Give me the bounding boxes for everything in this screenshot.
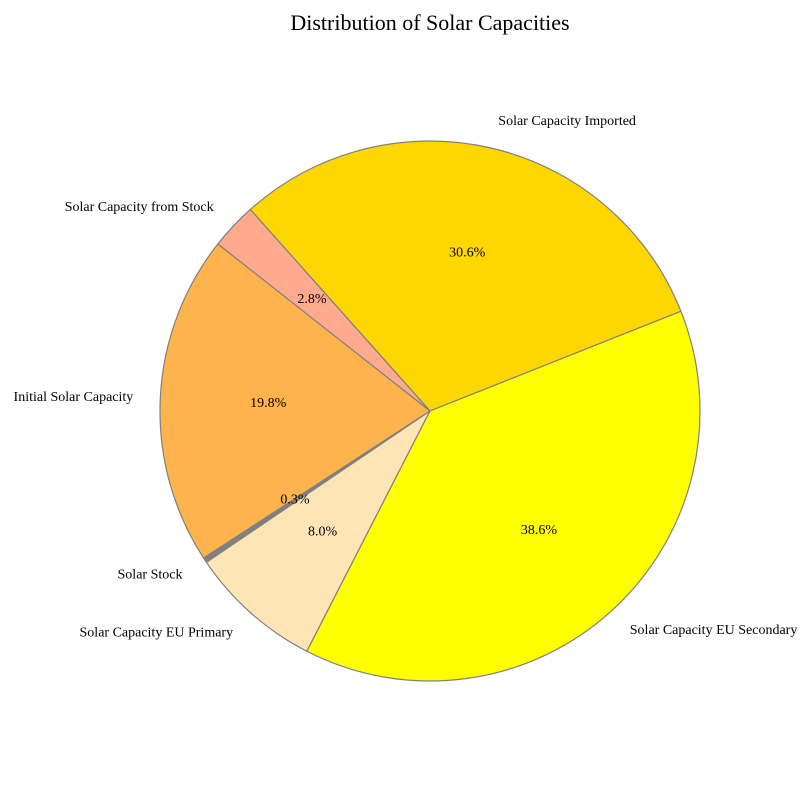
pie-category-label-solar-stock: Solar Stock — [118, 567, 183, 582]
pie-percent-label-solar-stock: 0.3% — [280, 493, 310, 508]
pie-category-label-solar-capacity-eu-secondary: Solar Capacity EU Secondary — [630, 623, 798, 638]
pie-slice-solar-capacity-eu-secondary — [306, 310, 701, 682]
pie-category-label-solar-capacity-from-stock: Solar Capacity from Stock — [65, 200, 214, 215]
pie-slices — [159, 140, 701, 682]
pie-category-label-initial-solar-capacity: Initial Solar Capacity — [14, 390, 134, 405]
pie-percent-label-solar-capacity-eu-secondary: 38.6% — [521, 523, 558, 538]
pie-percent-label-solar-capacity-from-stock: 2.8% — [297, 292, 327, 307]
pie-category-label-solar-capacity-imported: Solar Capacity Imported — [498, 114, 636, 129]
pie-percent-label-solar-capacity-imported: 30.6% — [449, 246, 486, 261]
pie-percent-label-initial-solar-capacity: 19.8% — [250, 396, 287, 411]
pie-slice-solar-capacity-eu-primary — [205, 410, 431, 653]
pie-slice-solar-capacity-imported — [249, 140, 682, 412]
pie-category-labels: Solar Capacity Imported Solar Capacity fr… — [14, 114, 798, 640]
pie-percent-label-solar-capacity-eu-primary: 8.0% — [308, 524, 338, 539]
pie-percent-labels: 30.6% 2.8% 19.8% 0.3% 8.0% 38.6% — [250, 246, 557, 540]
pie-category-label-solar-capacity-eu-primary: Solar Capacity EU Primary — [80, 626, 234, 641]
pie-slice-initial-solar-capacity — [159, 243, 432, 559]
chart-title: Distribution of Solar Capacities — [290, 10, 569, 35]
